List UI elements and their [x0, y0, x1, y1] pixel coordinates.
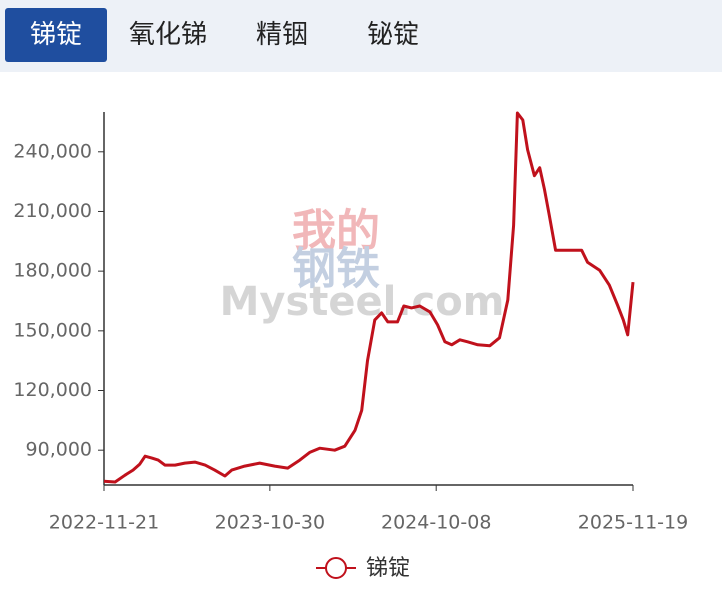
x-tick-label: 2022-11-21 — [49, 512, 159, 534]
legend-marker — [325, 557, 347, 579]
tab[interactable]: 锑锭 — [5, 8, 107, 62]
tab-bar: 锑锭 氧化锑 精铟 铋锭 — [0, 0, 722, 72]
watermark-text: 钢铁 — [292, 244, 380, 295]
series-line — [103, 111, 635, 484]
y-tick-label: 120,000 — [13, 379, 92, 401]
x-tick-label: 2025-11-19 — [578, 512, 688, 534]
tab[interactable]: 氧化锑 — [128, 20, 207, 50]
legend-label[interactable]: 锑锭 — [366, 556, 410, 581]
watermark: 我的 钢铁 Mysteel.com — [220, 206, 505, 326]
y-tick-label: 240,000 — [13, 140, 92, 162]
x-tick-label: 2023-10-30 — [215, 512, 325, 534]
tab[interactable]: 精铟 — [255, 20, 308, 50]
watermark-text: 我的 — [292, 206, 380, 257]
tab[interactable]: 铋锭 — [366, 20, 419, 50]
y-tick-label: 90,000 — [26, 439, 92, 461]
y-tick-label: 210,000 — [13, 200, 92, 222]
y-tick-label: 150,000 — [13, 319, 92, 341]
y-tick-label: 180,000 — [13, 260, 92, 282]
watermark-text: Mysteel.com — [220, 279, 505, 325]
x-tick-label: 2024-10-08 — [381, 512, 491, 534]
